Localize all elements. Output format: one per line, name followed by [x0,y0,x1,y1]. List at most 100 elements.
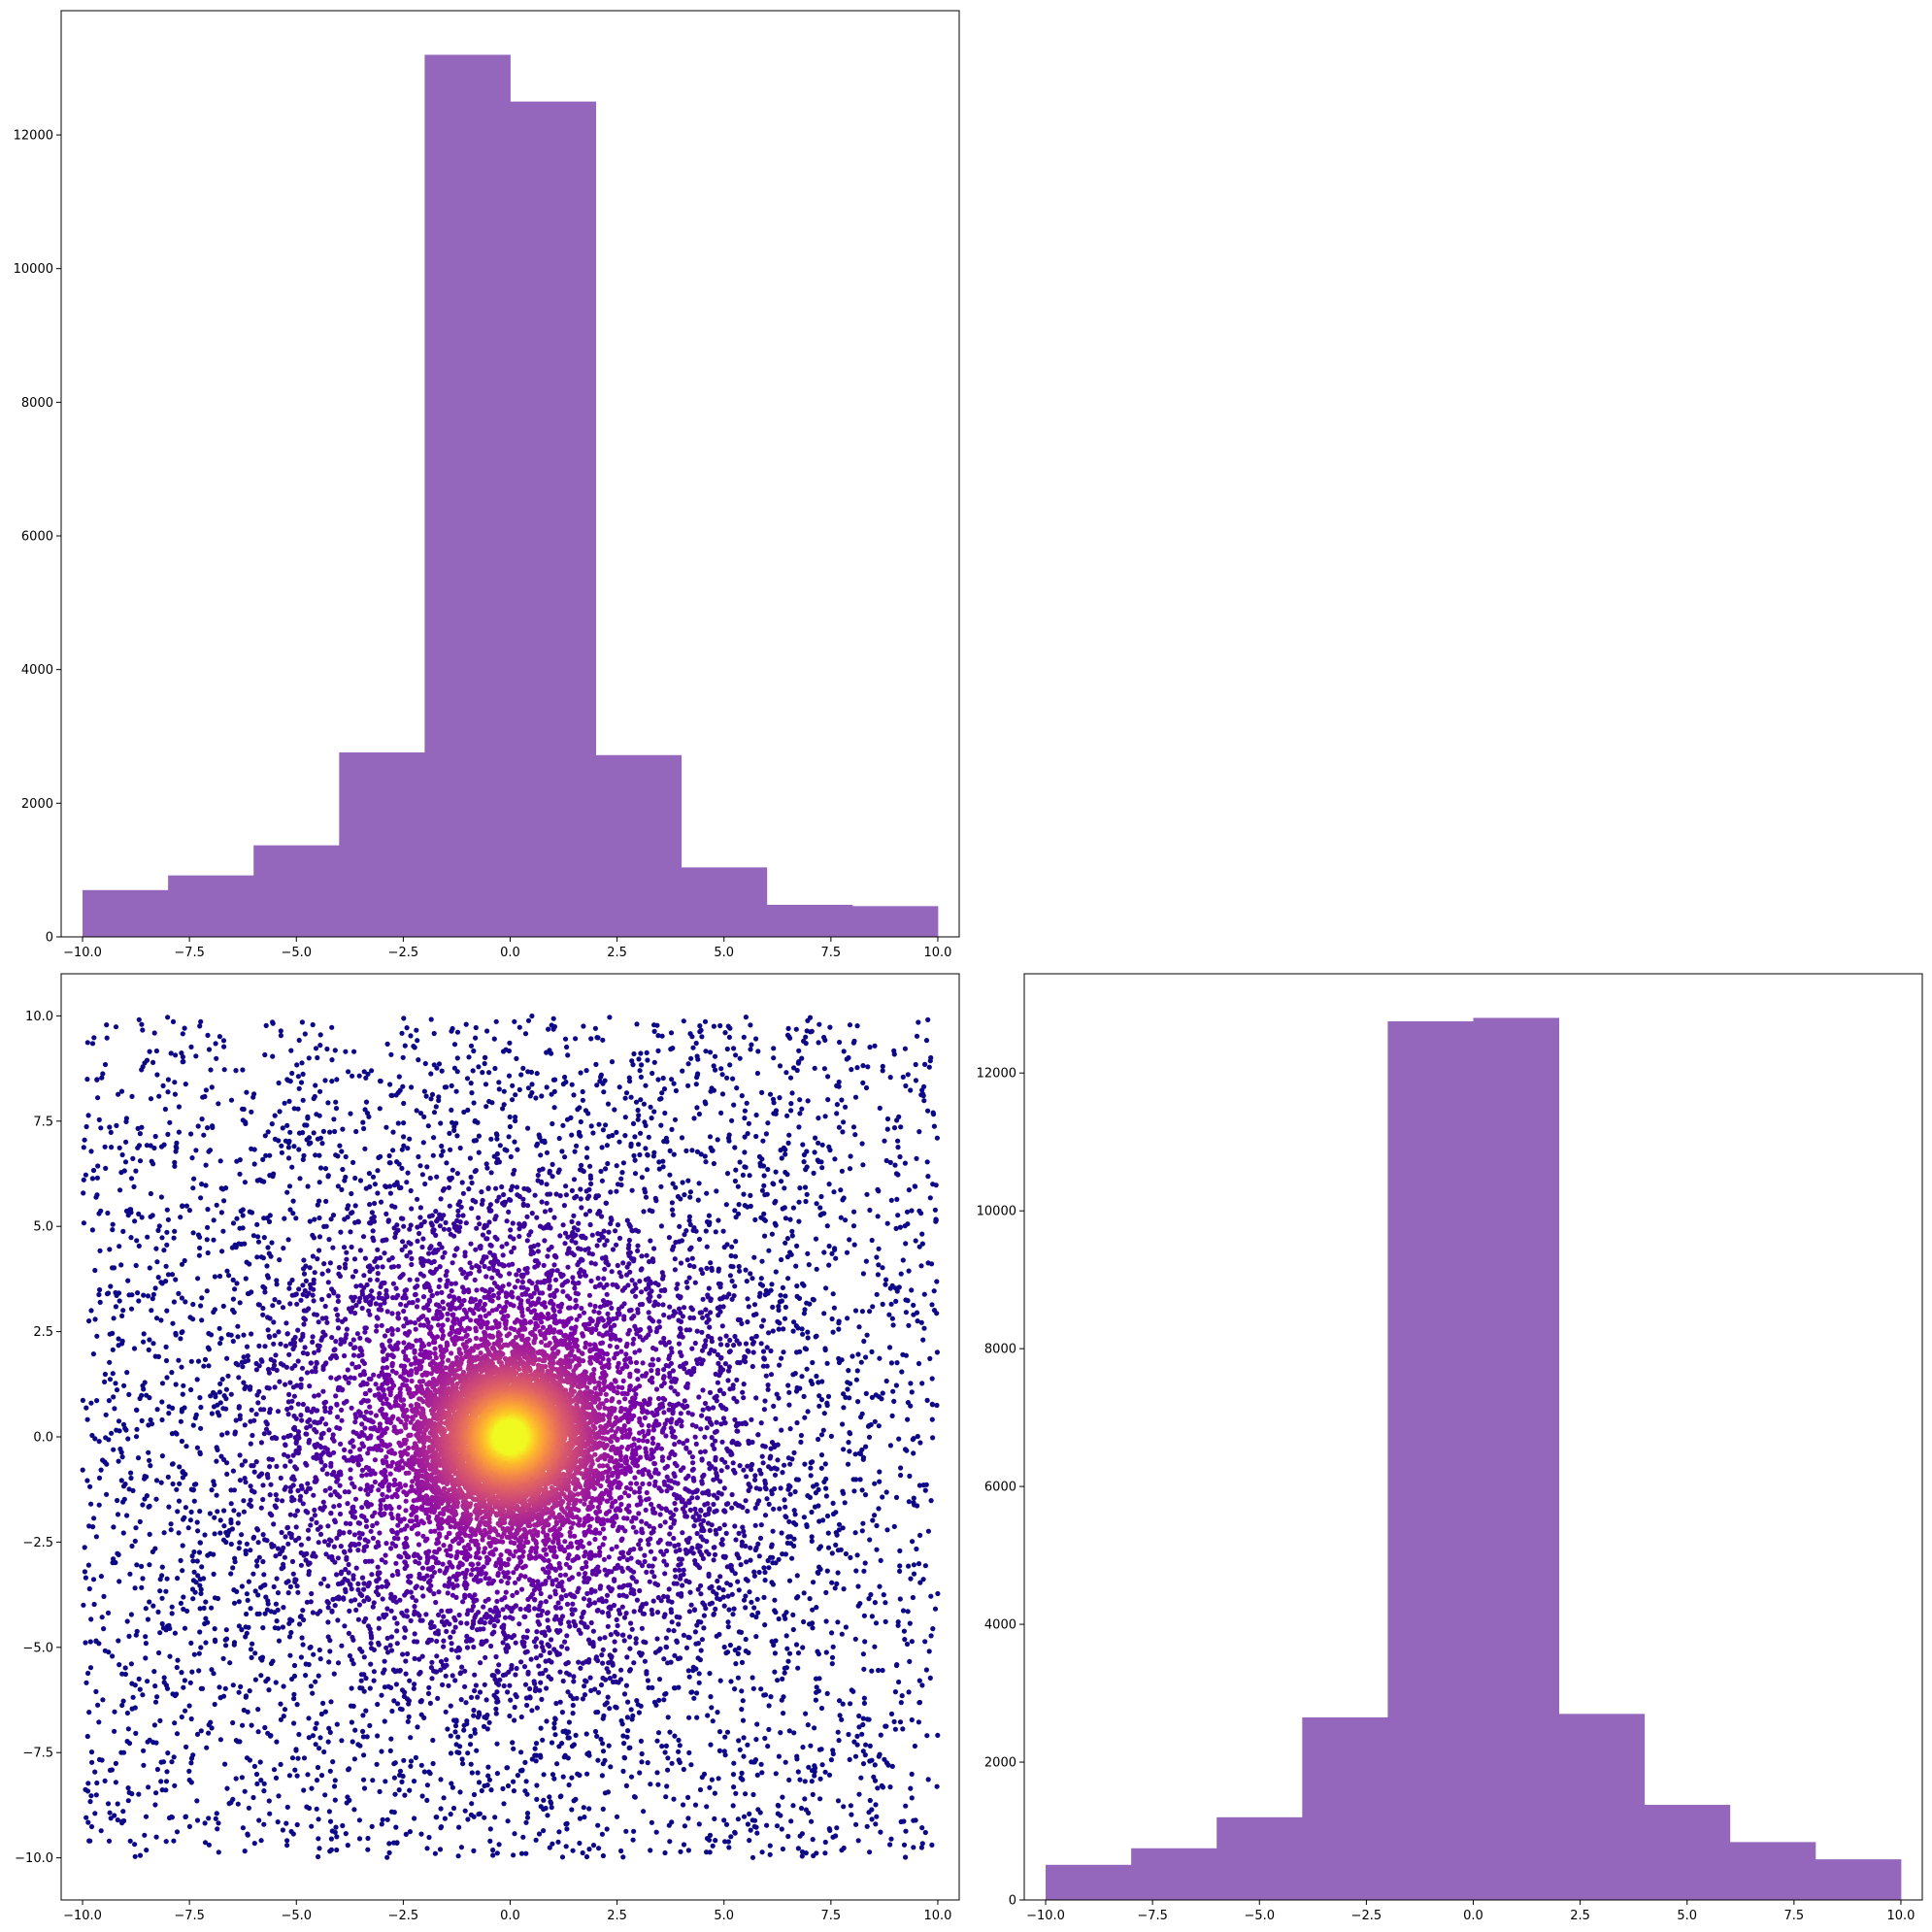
bottom-left-scatter-point [305,1183,311,1189]
bottom-left-scatter-point [328,1216,334,1222]
bottom-left-scatter-point [139,1392,145,1398]
bottom-left-scatter-point [289,1558,296,1564]
bottom-left-scatter-point [621,1638,627,1644]
bottom-left-scatter-point [229,1526,235,1532]
bottom-left-scatter-point [826,1772,833,1778]
bottom-left-scatter-point [580,1097,586,1103]
bottom-left-scatter-point [271,1362,278,1368]
top-left-histogram-y-tick-label: 10000 [14,262,53,277]
bottom-left-scatter-point [683,1280,689,1285]
bottom-left-scatter-point [728,1263,734,1269]
bottom-left-scatter-point [883,1618,888,1624]
bottom-left-scatter-point [160,1759,167,1765]
bottom-left-scatter-point [96,1475,103,1481]
bottom-left-scatter-point [689,1255,695,1261]
bottom-left-scatter-point [709,1777,716,1782]
bottom-left-scatter-point [506,1209,512,1215]
bottom-left-scatter-point [780,1206,785,1212]
bottom-left-scatter-point [264,1607,270,1613]
bottom-left-scatter-point [204,1237,210,1243]
bottom-left-scatter-point [631,1660,637,1666]
bottom-left-scatter-point [740,1172,747,1178]
bottom-left-scatter-point [855,1603,861,1609]
bottom-left-scatter-point [760,1443,766,1449]
bottom-left-scatter-point [803,1034,809,1040]
bottom-left-scatter-point [283,1364,289,1370]
bottom-left-scatter-point [778,1148,783,1153]
bottom-left-scatter-point [399,1147,405,1152]
bottom-left-scatter-point [829,1250,835,1256]
bottom-left-scatter-point [564,1820,570,1826]
bottom-left-scatter-point [159,1399,165,1405]
bottom-left-scatter-point [539,1093,545,1099]
bottom-left-scatter-point [438,1777,444,1782]
bottom-left-scatter-point [790,1803,796,1809]
bottom-left-scatter-point [462,1668,468,1674]
bottom-left-scatter-point [515,1773,521,1779]
bottom-left-scatter-point [331,1116,337,1122]
bottom-left-scatter-point [661,1139,667,1145]
bottom-left-scatter-point [614,1163,619,1169]
bottom-left-scatter-point [766,1726,772,1732]
bottom-left-scatter-point [754,1070,761,1077]
bottom-left-scatter-point [873,1620,880,1626]
bottom-left-scatter-point [205,1224,211,1230]
bottom-left-scatter-point [194,1519,200,1525]
bottom-left-scatter-point [726,1845,732,1850]
bottom-left-scatter-point [128,1235,134,1241]
bottom-left-scatter-point [724,1075,730,1081]
bottom-left-scatter-point [858,1415,864,1420]
bottom-left-scatter-point [524,1702,530,1709]
bottom-left-scatter-point [202,1532,208,1538]
bottom-left-scatter-point [764,1345,770,1350]
bottom-left-scatter-point [309,1590,315,1597]
bottom-left-scatter-point [604,1238,610,1244]
bottom-left-scatter-point [880,1667,885,1674]
bottom-left-scatter-point [457,1145,463,1151]
bottom-left-scatter-point [420,1140,426,1146]
bottom-left-scatter-point [260,1482,266,1488]
bottom-left-scatter-point [794,1067,800,1074]
bottom-left-scatter-point [533,1655,540,1661]
bottom-left-scatter-point [813,1697,819,1703]
bottom-left-scatter-point [600,1081,606,1086]
bottom-left-scatter-point [575,1771,581,1777]
bottom-left-scatter-point [194,1798,200,1804]
bottom-left-scatter-point [839,1168,846,1174]
bottom-left-scatter-point [729,1278,735,1284]
bottom-left-scatter-point [412,1045,417,1050]
bottom-left-scatter-point [676,1591,682,1597]
bottom-left-scatter-point [110,1227,116,1233]
bottom-left-scatter-point [819,1379,825,1384]
bottom-left-scatter-point [724,1581,730,1586]
bottom-left-scatter-point [190,1185,196,1191]
bottom-left-scatter-point [471,1707,477,1714]
bottom-left-scatter-point [193,1580,199,1585]
bottom-left-scatter-point [367,1202,373,1208]
bottom-left-scatter-point [465,1107,471,1113]
bottom-left-scatter-point [633,1099,640,1105]
bottom-left-scatter-point [228,1571,234,1577]
bottom-left-scatter-point [600,1749,607,1754]
bottom-left-scatter-point [276,1793,282,1799]
bottom-left-scatter-point [117,1145,122,1150]
bottom-left-scatter-point [421,1088,427,1094]
bottom-left-scatter-point [537,1752,544,1758]
bottom-left-scatter-point [230,1796,236,1802]
bottom-left-scatter-point [194,1377,200,1382]
bottom-left-scatter-point [107,1810,113,1815]
bottom-left-scatter-point [893,1171,900,1177]
bottom-left-scatter-point [469,1770,475,1776]
bottom-left-scatter-point [129,1543,135,1549]
bottom-left-scatter-point [106,1437,112,1443]
bottom-left-scatter-point [804,1366,810,1372]
bottom-left-scatter-point [533,1644,539,1649]
bottom-left-scatter-point [786,1389,792,1395]
bottom-left-scatter-point [197,1245,203,1251]
bottom-left-scatter-point [319,1271,325,1277]
bottom-left-scatter-point [852,1132,858,1138]
bottom-left-scatter-point [627,1667,634,1673]
bottom-left-scatter-point [732,1416,738,1422]
bottom-left-scatter-point [189,1669,195,1675]
bottom-left-scatter-point [909,1771,915,1777]
